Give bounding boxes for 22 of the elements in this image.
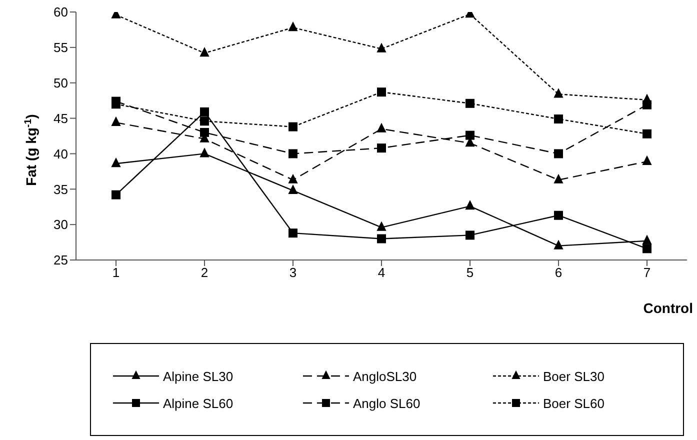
y-tick-label: 60	[54, 4, 68, 20]
y-tick-label: 30	[54, 217, 68, 232]
x-tick-label: 3	[289, 265, 297, 280]
y-tick-label: 25	[54, 252, 68, 268]
y-tick-label: 40	[54, 146, 68, 162]
x-axis-title: Control	[643, 300, 693, 316]
legend-label: Boer SL30	[543, 368, 604, 384]
y-tick-label: 55	[54, 40, 68, 56]
x-tick-label: 4	[378, 265, 386, 280]
legend-label: Alpine SL60	[163, 396, 234, 410]
legend-label: Boer SL60	[543, 396, 604, 410]
y-tick-label: 50	[54, 75, 68, 90]
x-tick-label: 5	[466, 265, 474, 280]
legend-label: AngloSL30	[353, 368, 417, 384]
y-tick-label: 35	[54, 182, 68, 197]
y-tick-label: 45	[54, 110, 68, 126]
x-tick-label: 7	[643, 265, 651, 280]
x-tick-label: 2	[200, 265, 208, 280]
x-tick-label: 1	[112, 265, 120, 280]
legend-label: Alpine SL30	[163, 368, 234, 384]
x-tick-label: 6	[554, 265, 562, 280]
legend-label: Anglo SL60	[353, 396, 420, 410]
